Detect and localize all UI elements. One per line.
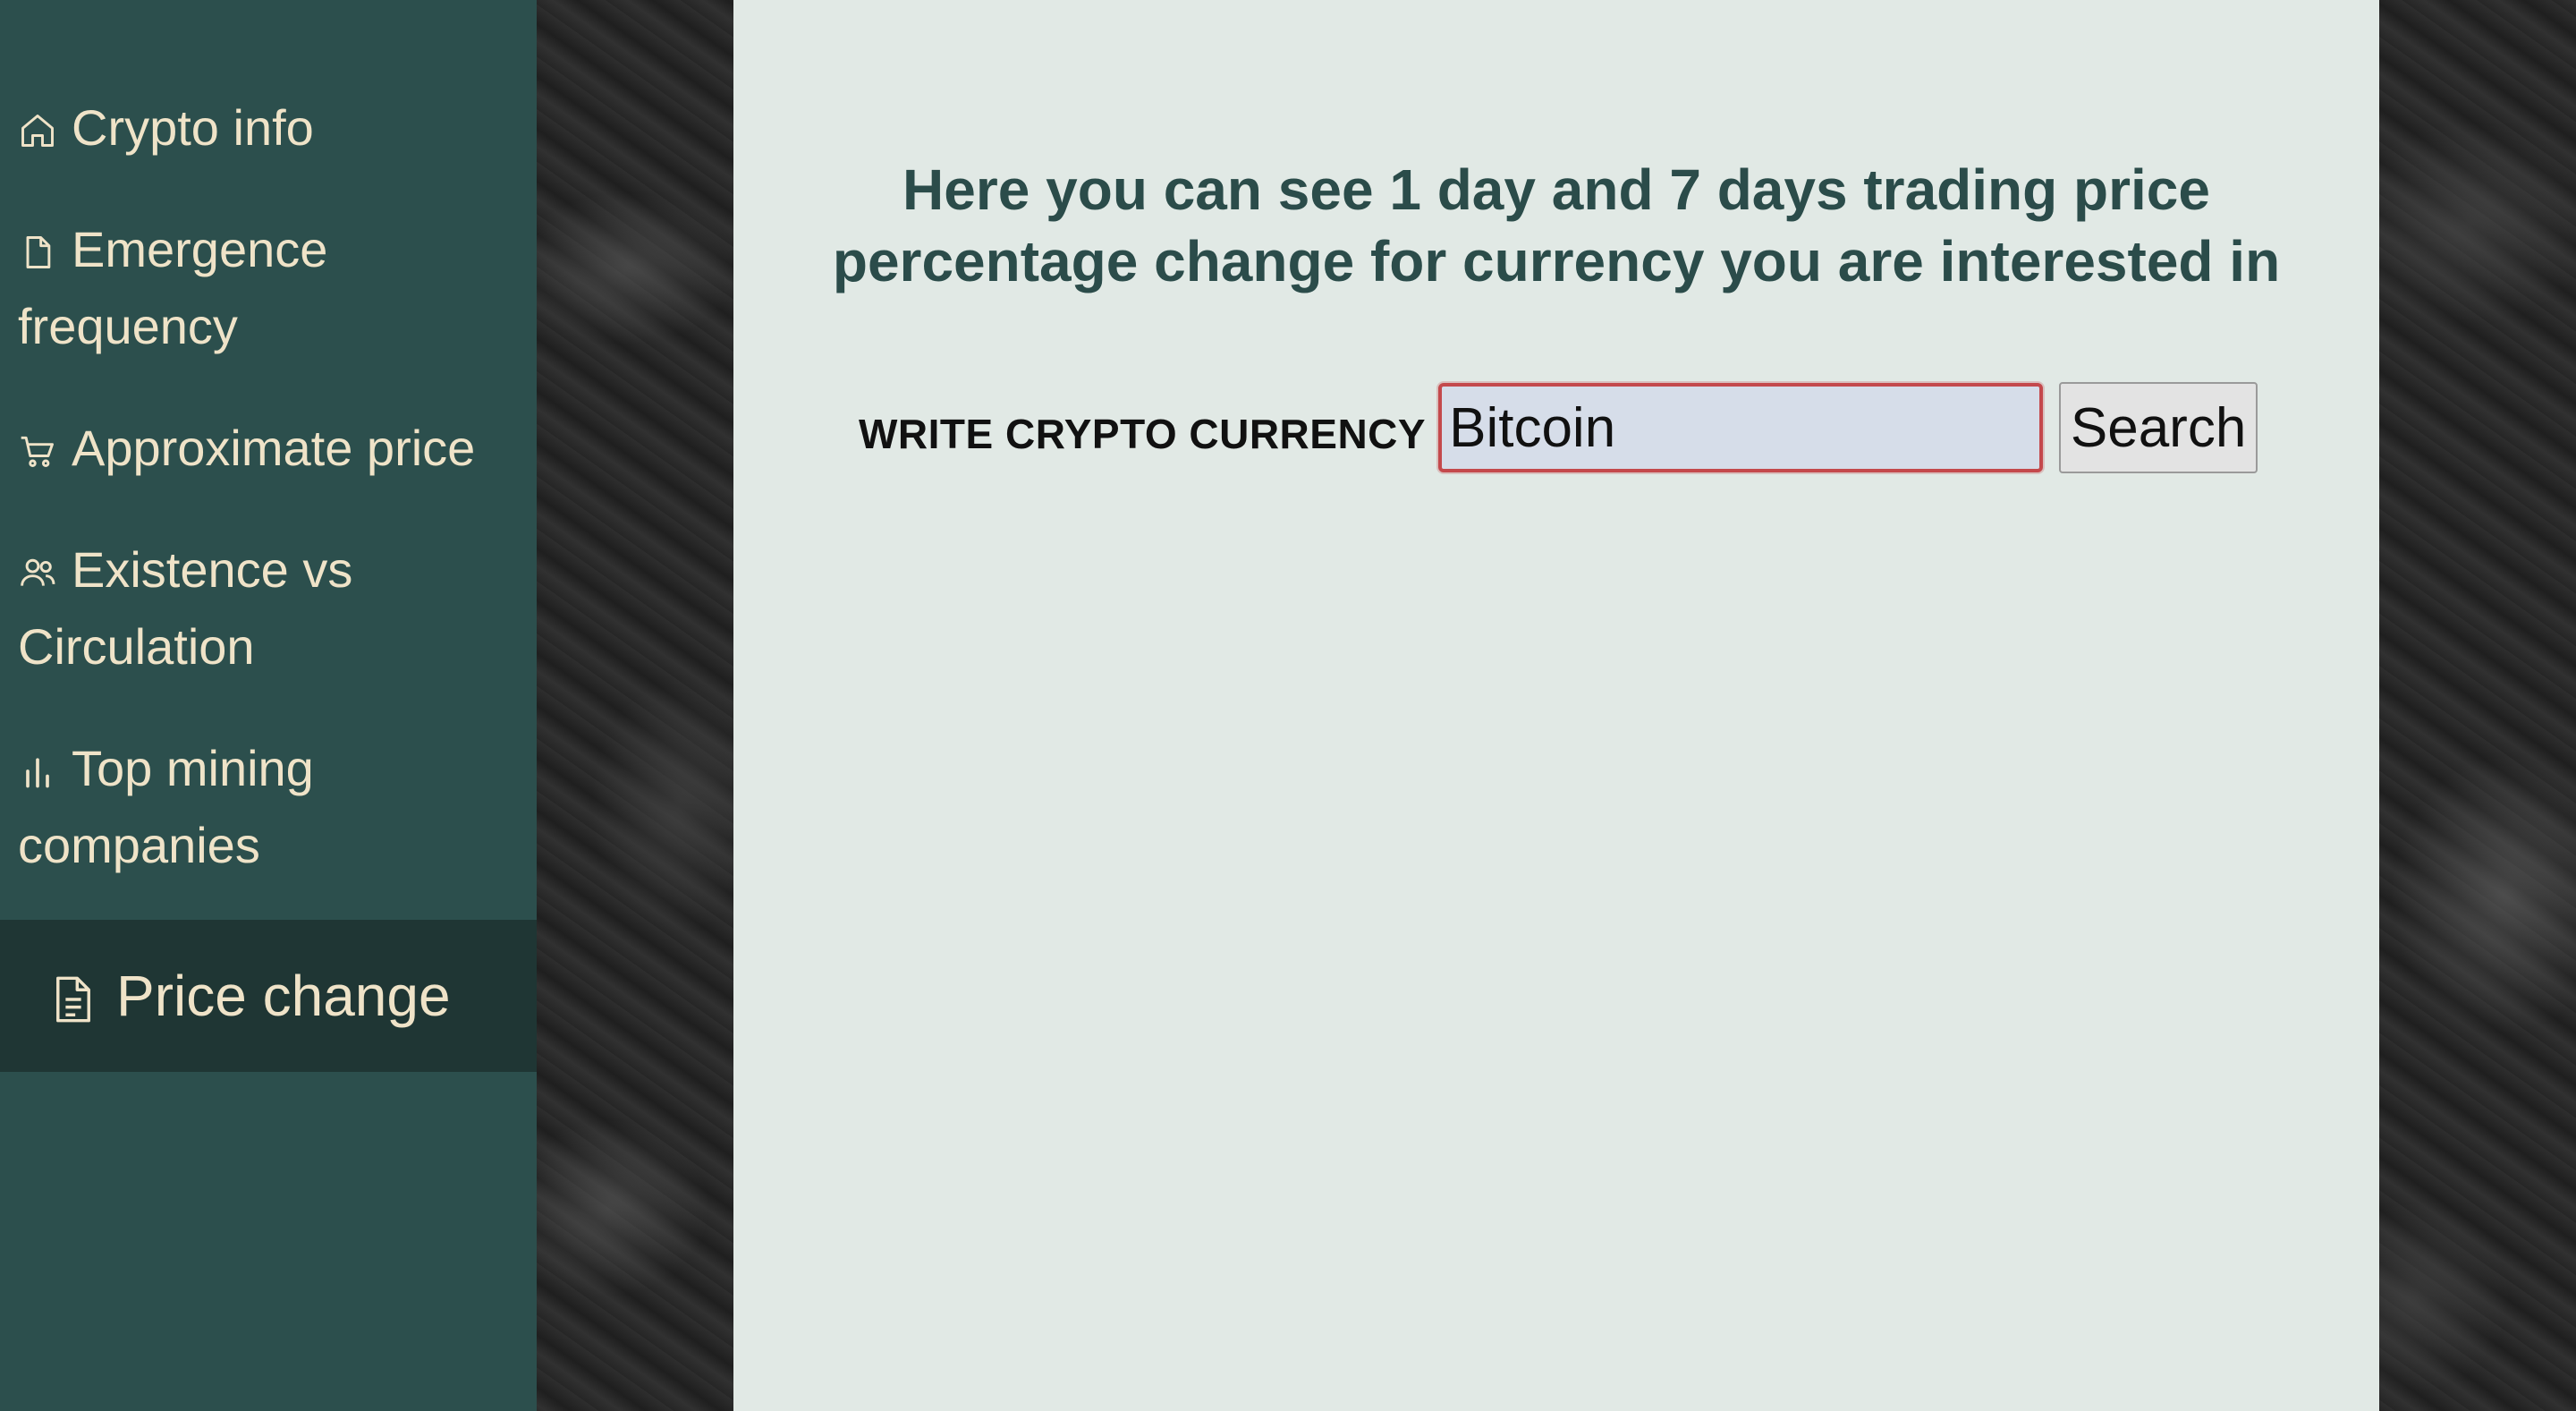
search-button[interactable]: Search bbox=[2059, 382, 2258, 473]
sidebar-item-label: Price change bbox=[116, 964, 451, 1028]
sidebar-item-price-change[interactable]: Price change bbox=[0, 920, 537, 1072]
sidebar-item-label: Existence vs Circulation bbox=[18, 541, 353, 675]
sidebar-item-label: Top mining companies bbox=[18, 740, 314, 873]
sidebar-item-crypto-info[interactable]: Crypto info bbox=[0, 89, 537, 211]
file-icon bbox=[18, 217, 57, 268]
search-label: WRITE CRYPTO CURRENCY bbox=[859, 411, 1427, 457]
bar-chart-icon bbox=[18, 735, 57, 788]
sidebar-item-label: Crypto info bbox=[72, 99, 314, 156]
sidebar-item-emergence-frequency[interactable]: Emergence frequency bbox=[0, 211, 537, 410]
cart-icon bbox=[18, 415, 57, 467]
sidebar-item-label: Approximate price bbox=[72, 420, 476, 476]
crypto-currency-input[interactable] bbox=[1438, 383, 2044, 472]
search-form: WRITE CRYPTO CURRENCY Search bbox=[859, 381, 2258, 474]
sidebar-item-approximate-price[interactable]: Approximate price bbox=[0, 410, 537, 531]
page-title: Here you can see 1 day and 7 days tradin… bbox=[832, 157, 2281, 293]
file-text-icon bbox=[50, 956, 97, 1023]
sidebar: Crypto info Emergence frequency Approxim… bbox=[0, 0, 537, 1411]
sidebar-item-label: Emergence frequency bbox=[18, 221, 328, 354]
sidebar-item-top-mining-companies[interactable]: Top mining companies bbox=[0, 730, 537, 929]
main-panel: Here you can see 1 day and 7 days tradin… bbox=[733, 0, 2379, 1411]
sidebar-item-existence-vs-circulation[interactable]: Existence vs Circulation bbox=[0, 531, 537, 730]
users-icon bbox=[18, 537, 57, 586]
home-icon bbox=[18, 95, 57, 147]
